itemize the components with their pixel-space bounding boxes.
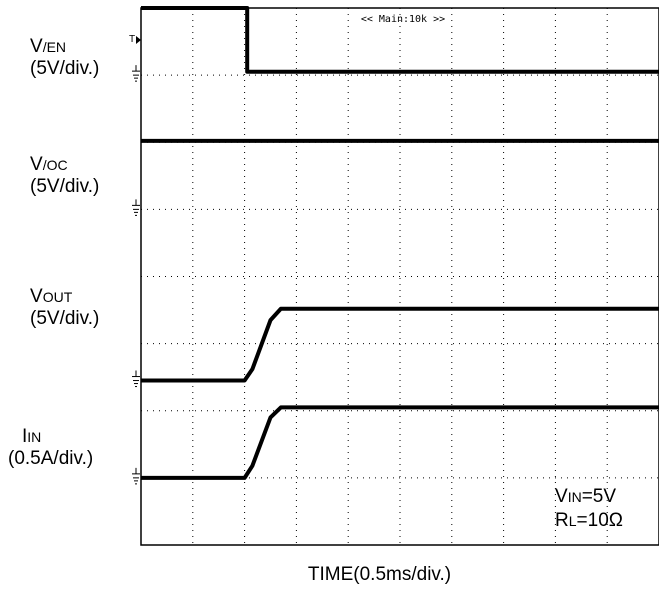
trigger-label: << Main:10k >> [361,14,445,25]
plot-frame [140,7,659,546]
x-axis-label: TIME(0.5ms/div.) [307,564,452,585]
trigger-arrow-icon [136,36,141,44]
channel-label-vout: VOUT (5V/div.) [30,286,100,329]
ground-icon-vout [132,370,140,388]
trace-iin [141,405,659,480]
condition-vin: VIN=5V [555,486,617,507]
ground-icon-voc [132,199,140,216]
channel-label-iin: IIN (0.5A/div.) [8,426,94,469]
ground-icon-iin [132,467,140,485]
trace-vout [141,306,659,383]
channel-scale-ven: (5V/div.) [30,58,100,79]
graticule [141,8,659,545]
channel-scale-iin: (0.5A/div.) [8,448,94,469]
channel-label-voc: V/OC (5V/div.) [30,154,100,197]
channel-label-ven: V/EN (5V/div.) [30,36,100,79]
ground-markers [132,65,140,485]
ground-icon-ven [132,65,140,82]
channel-scale-vout: (5V/div.) [30,308,100,329]
channel-scale-voc: (5V/div.) [30,176,100,197]
condition-rl: RL=10Ω [555,510,623,531]
trigger-level-marker: T [129,34,135,45]
